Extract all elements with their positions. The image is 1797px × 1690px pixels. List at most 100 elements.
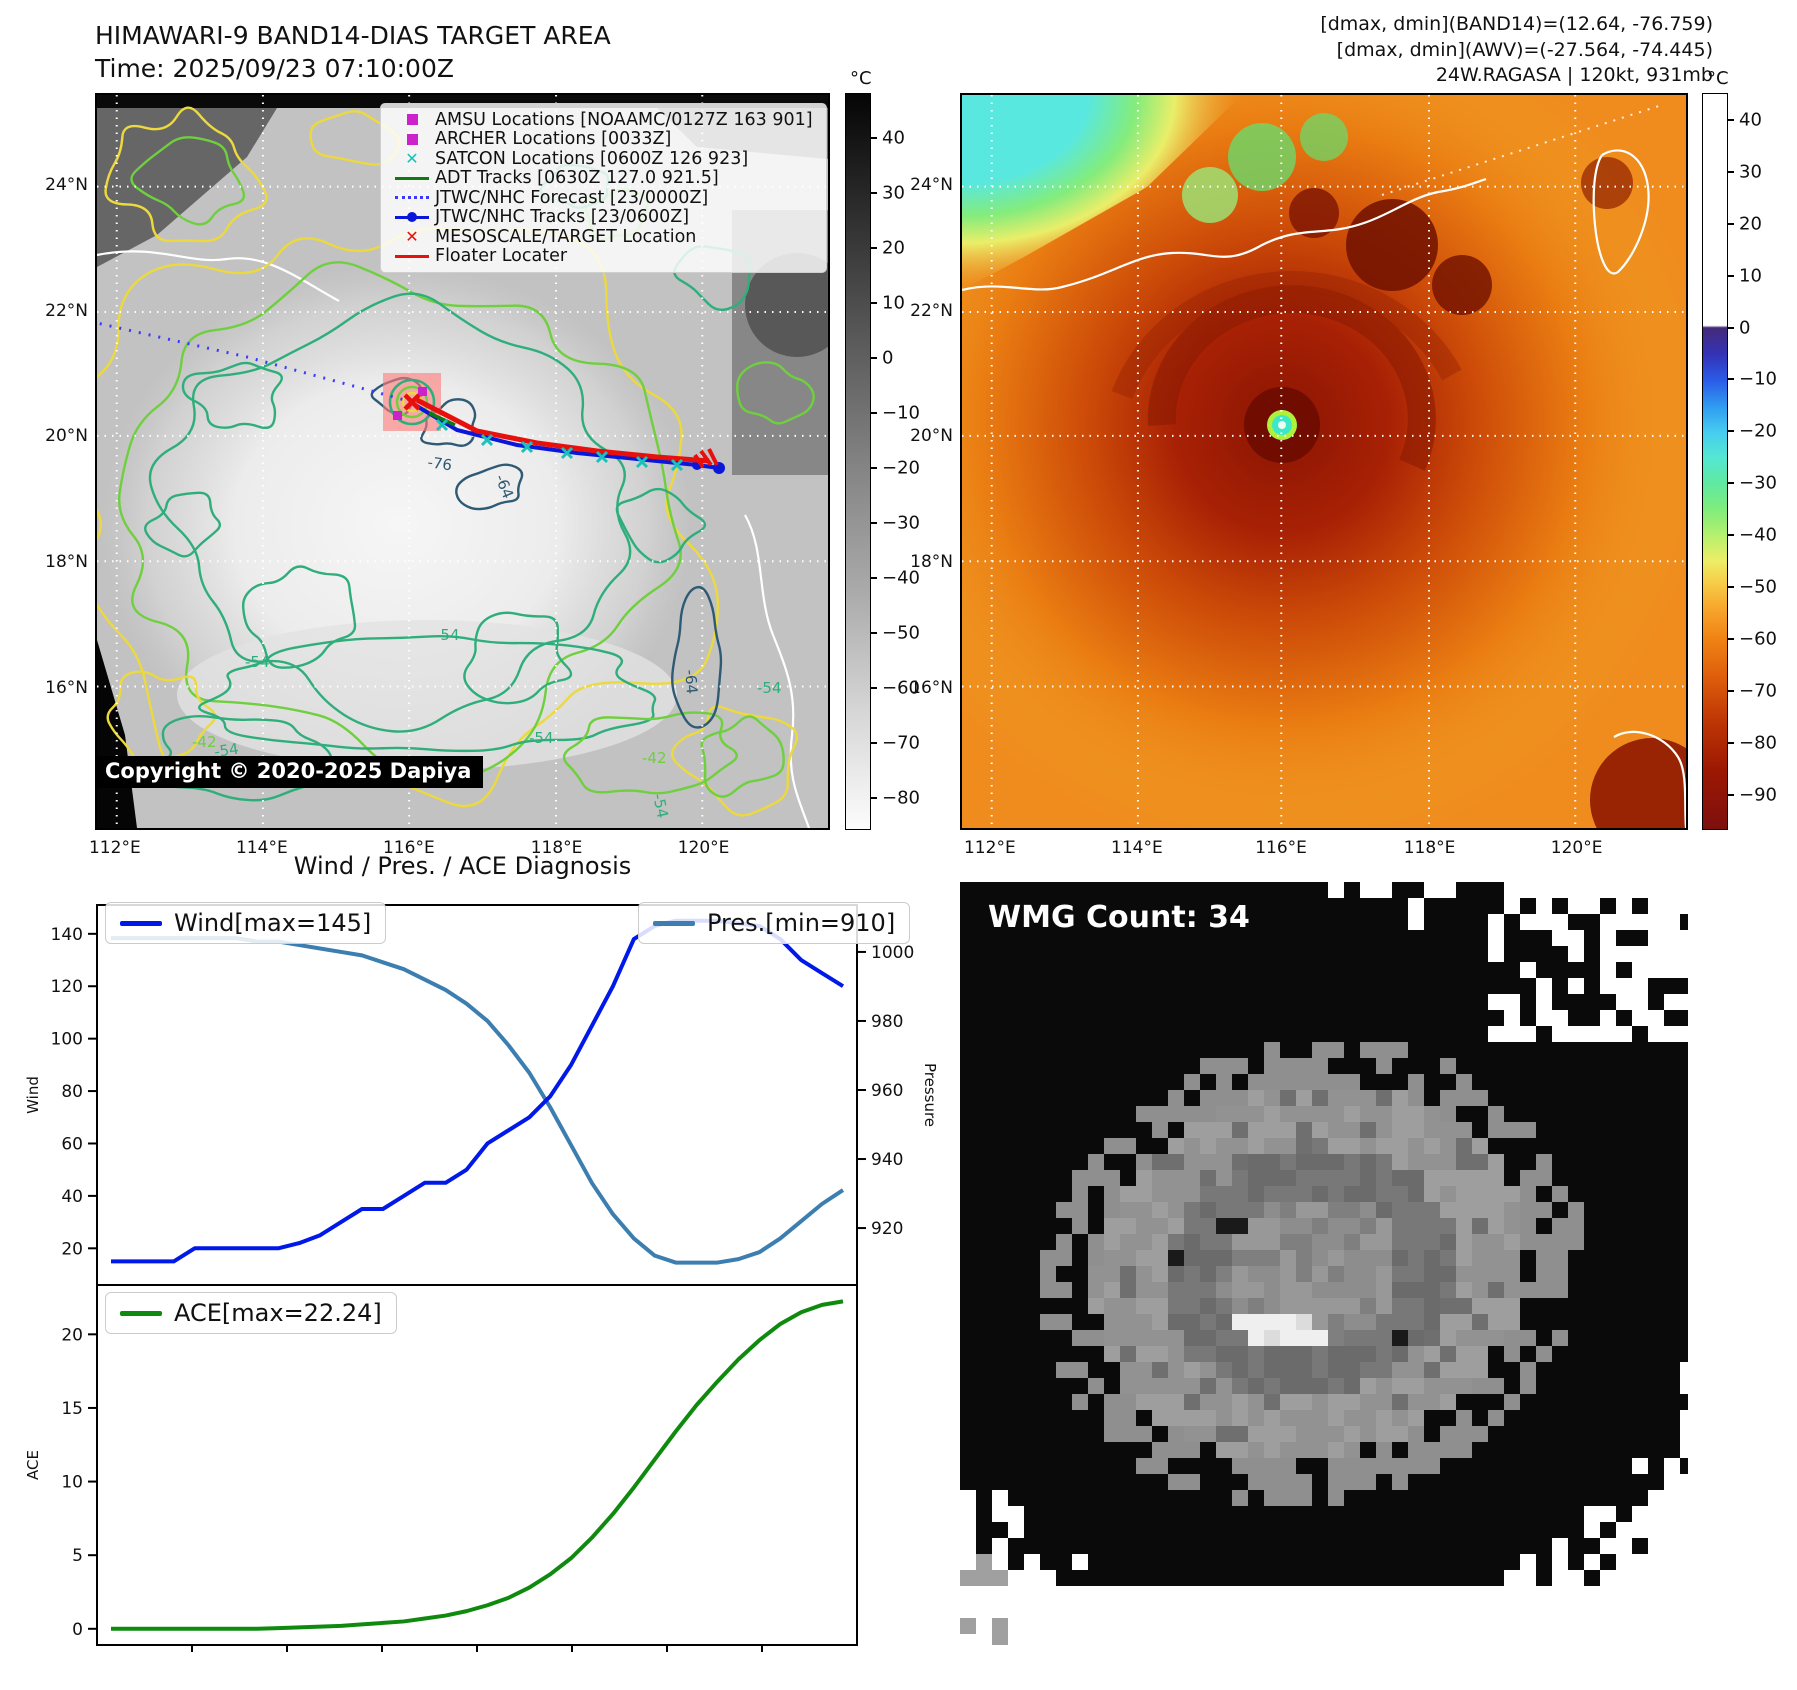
wmg-pixel <box>1360 1410 1376 1426</box>
ace-line <box>111 1299 844 1631</box>
wmg-pixel <box>1152 898 1168 914</box>
wmg-pixel <box>1376 1410 1392 1426</box>
wmg-pixel <box>1136 1442 1152 1458</box>
wmg-pixel <box>1216 1090 1232 1106</box>
wmg-pixel <box>1104 882 1120 898</box>
wmg-pixel <box>1136 1378 1152 1394</box>
wmg-pixel <box>1088 1394 1104 1410</box>
wmg-pixel <box>1424 1282 1440 1298</box>
wmg-pixel <box>1088 946 1104 962</box>
wmg-pixel <box>1120 1410 1136 1426</box>
right-map-lat-tick: 18°N <box>910 551 953 572</box>
wmg-pixel <box>1360 1218 1376 1234</box>
wmg-pixel <box>1312 1026 1328 1042</box>
wmg-pixel <box>1248 1266 1264 1282</box>
wmg-pixel <box>1232 1090 1248 1106</box>
wmg-pixel <box>1120 1218 1136 1234</box>
wmg-pixel <box>1392 1410 1408 1426</box>
colorbar-unit: °C <box>850 68 872 89</box>
wmg-pixel <box>1520 1378 1536 1394</box>
wmg-pixel <box>1344 978 1360 994</box>
wmg-pixel <box>1264 1090 1280 1106</box>
wmg-pixel <box>1648 1458 1664 1474</box>
wmg-pixel <box>1216 1442 1232 1458</box>
wmg-pixel <box>1344 1106 1360 1122</box>
wmg-pixel <box>1232 1234 1248 1250</box>
wmg-pixel <box>1472 914 1488 930</box>
wmg-pixel <box>1312 1218 1328 1234</box>
wmg-pixel <box>1616 1458 1632 1474</box>
wmg-pixel <box>1296 1058 1312 1074</box>
wmg-pixel <box>1616 1042 1632 1058</box>
wmg-pixel <box>1056 1570 1072 1586</box>
wmg-pixel <box>1280 1362 1296 1378</box>
wmg-pixel <box>1504 1522 1520 1538</box>
wmg-pixel <box>1024 1042 1040 1058</box>
wmg-pixel <box>1136 1458 1152 1474</box>
wmg-pixel <box>1248 1010 1264 1026</box>
wmg-pixel <box>1328 1410 1344 1426</box>
swirl-arc-1 <box>1147 285 1436 471</box>
wmg-pixel <box>1248 1234 1264 1250</box>
wmg-pixel <box>960 1442 976 1458</box>
wmg-pixel <box>1472 962 1488 978</box>
wmg-pixel <box>1328 1538 1344 1554</box>
wmg-pixel <box>960 1570 976 1586</box>
wmg-pixel <box>1360 962 1376 978</box>
wmg-pixel <box>1440 1362 1456 1378</box>
wmg-pixel <box>1200 1042 1216 1058</box>
wmg-pixel <box>1072 1234 1088 1250</box>
wmg-pixel <box>992 946 1008 962</box>
wmg-pixel <box>1536 1442 1552 1458</box>
wmg-pixel <box>1344 1154 1360 1170</box>
wmg-pixel <box>1456 1282 1472 1298</box>
wmg-pixel <box>1392 1522 1408 1538</box>
wmg-pixel <box>1184 994 1200 1010</box>
wmg-pixel-art <box>960 882 1688 1645</box>
wmg-pixel <box>1504 1490 1520 1506</box>
wmg-pixel <box>1664 1010 1680 1026</box>
wmg-pixel <box>1104 1298 1120 1314</box>
legend-label: JTWC/NHC Tracks [23/0600Z] <box>435 207 690 228</box>
wmg-pixel <box>1264 1058 1280 1074</box>
wmg-pixel <box>1360 1266 1376 1282</box>
wmg-pixel <box>960 1138 976 1154</box>
wmg-pixel <box>1072 978 1088 994</box>
wmg-pixel <box>1088 1186 1104 1202</box>
wmg-pixel <box>1664 1282 1680 1298</box>
wmg-pixel <box>1104 1154 1120 1170</box>
wmg-pixel <box>1328 1378 1344 1394</box>
wmg-pixel <box>1024 1474 1040 1490</box>
wmg-pixel <box>1120 1202 1136 1218</box>
wmg-pixel <box>1072 1154 1088 1170</box>
wmg-pixel <box>1472 1442 1488 1458</box>
wmg-pixel <box>976 1522 992 1538</box>
wmg-pixel <box>1104 946 1120 962</box>
wmg-pixel <box>1472 994 1488 1010</box>
wmg-pixel <box>1168 1250 1184 1266</box>
wmg-pixel <box>1104 962 1120 978</box>
wmg-pixel <box>1344 1186 1360 1202</box>
archer-marker <box>418 387 427 396</box>
wmg-pixel <box>1280 1458 1296 1474</box>
wmg-pixel <box>1136 962 1152 978</box>
wmg-pixel <box>1504 1218 1520 1234</box>
wmg-pixel <box>1600 1058 1616 1074</box>
wmg-pixel <box>1232 1170 1248 1186</box>
wmg-pixel <box>1472 1298 1488 1314</box>
wmg-pixel <box>1504 1074 1520 1090</box>
contour-ring <box>420 398 477 447</box>
wmg-pixel <box>1648 1122 1664 1138</box>
wmg-pixel <box>1184 962 1200 978</box>
wmg-pixel <box>1472 1538 1488 1554</box>
wmg-pixel <box>1552 1522 1568 1538</box>
wmg-pixel <box>1264 1202 1280 1218</box>
wmg-pixel <box>1344 1026 1360 1042</box>
wmg-pixel <box>1664 1058 1680 1074</box>
wmg-pixel <box>1472 1282 1488 1298</box>
wmg-pixel <box>1152 1010 1168 1026</box>
wmg-pixel <box>1168 1010 1184 1026</box>
wmg-pixel <box>1216 1554 1232 1570</box>
wmg-pixel <box>1440 1570 1456 1586</box>
wmg-pixel <box>1680 1266 1688 1282</box>
